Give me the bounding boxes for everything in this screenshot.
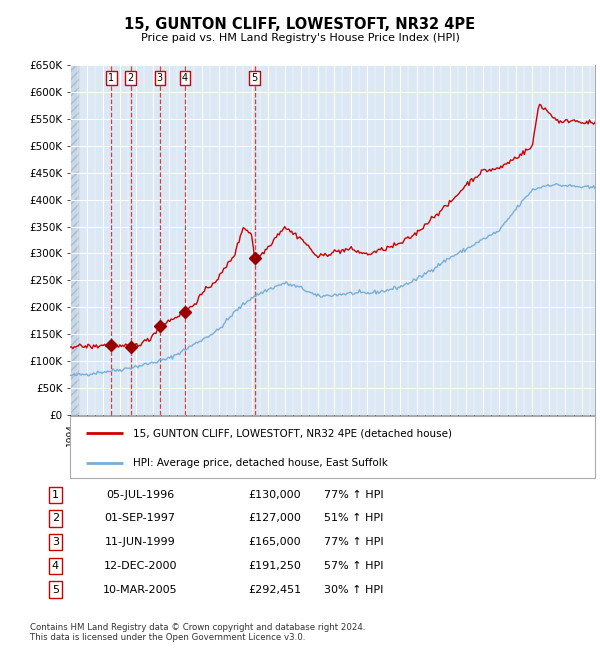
Text: Price paid vs. HM Land Registry's House Price Index (HPI): Price paid vs. HM Land Registry's House …	[140, 32, 460, 43]
Text: £130,000: £130,000	[248, 490, 301, 500]
Polygon shape	[70, 65, 79, 415]
Text: 77% ↑ HPI: 77% ↑ HPI	[324, 490, 383, 500]
Text: 30% ↑ HPI: 30% ↑ HPI	[324, 584, 383, 595]
FancyBboxPatch shape	[70, 416, 595, 478]
Text: £165,000: £165,000	[248, 537, 301, 547]
Text: HPI: Average price, detached house, East Suffolk: HPI: Average price, detached house, East…	[133, 458, 388, 467]
Text: 15, GUNTON CLIFF, LOWESTOFT, NR32 4PE: 15, GUNTON CLIFF, LOWESTOFT, NR32 4PE	[124, 16, 476, 32]
Text: 5: 5	[52, 584, 59, 595]
Text: 01-SEP-1997: 01-SEP-1997	[104, 514, 176, 523]
Text: 5: 5	[251, 73, 258, 83]
Text: 11-JUN-1999: 11-JUN-1999	[105, 537, 176, 547]
Text: £127,000: £127,000	[248, 514, 301, 523]
Text: 2: 2	[52, 514, 59, 523]
Text: 12-DEC-2000: 12-DEC-2000	[103, 561, 177, 571]
Text: 3: 3	[52, 537, 59, 547]
Text: 3: 3	[157, 73, 163, 83]
Text: 1: 1	[109, 73, 115, 83]
Text: 57% ↑ HPI: 57% ↑ HPI	[324, 561, 383, 571]
Text: Contains HM Land Registry data © Crown copyright and database right 2024.
This d: Contains HM Land Registry data © Crown c…	[30, 623, 365, 642]
Text: 05-JUL-1996: 05-JUL-1996	[106, 490, 175, 500]
Text: 15, GUNTON CLIFF, LOWESTOFT, NR32 4PE (detached house): 15, GUNTON CLIFF, LOWESTOFT, NR32 4PE (d…	[133, 428, 452, 438]
Text: £191,250: £191,250	[248, 561, 301, 571]
Text: 1: 1	[52, 490, 59, 500]
Text: £292,451: £292,451	[248, 584, 301, 595]
Text: 77% ↑ HPI: 77% ↑ HPI	[324, 537, 383, 547]
Text: 2: 2	[127, 73, 134, 83]
Text: 4: 4	[182, 73, 188, 83]
Text: 4: 4	[52, 561, 59, 571]
Text: 51% ↑ HPI: 51% ↑ HPI	[324, 514, 383, 523]
Text: 10-MAR-2005: 10-MAR-2005	[103, 584, 178, 595]
